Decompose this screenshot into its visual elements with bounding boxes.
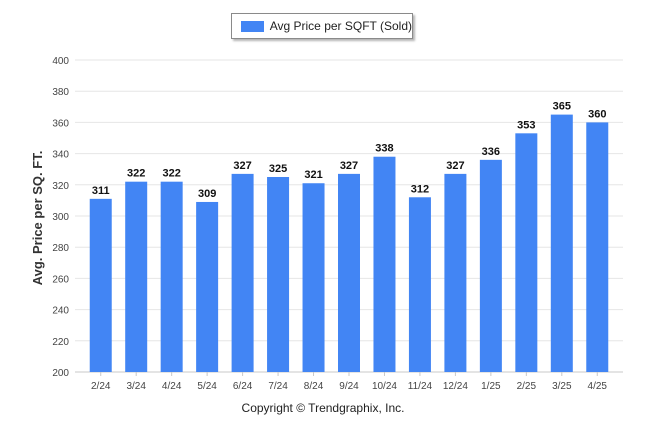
bar xyxy=(338,173,360,372)
x-tick-label: 6/24 xyxy=(233,381,253,392)
x-tick-label: 4/25 xyxy=(588,381,608,392)
data-label: 321 xyxy=(304,169,322,181)
data-label: 322 xyxy=(127,168,145,180)
bar xyxy=(231,173,254,372)
bar xyxy=(373,156,396,372)
bar xyxy=(160,181,183,372)
legend: Avg Price per SQFT (Sold) xyxy=(231,13,413,39)
copyright-footer: Copyright © Trendgraphix, Inc. xyxy=(241,401,405,415)
bar xyxy=(302,183,325,372)
legend-swatch xyxy=(241,20,264,32)
x-tick-label: 1/25 xyxy=(481,381,501,392)
data-labels: 311 322 322 309 327 325 321 327 338 312 327 336 353 3… xyxy=(92,101,607,200)
data-label: 312 xyxy=(411,183,429,195)
bar xyxy=(586,122,609,373)
data-label: 309 xyxy=(198,188,216,200)
data-label: 338 xyxy=(375,143,393,155)
data-label: 360 xyxy=(588,108,606,120)
x-tick-label: 4/24 xyxy=(162,381,182,392)
bar xyxy=(408,197,431,372)
x-axis-ticks: 2/24 3/24 4/24 5/24 6/24 7/24 8/24 9/24 10/24 11/… xyxy=(91,372,607,392)
x-tick-label: 10/24 xyxy=(372,381,397,392)
bars xyxy=(89,114,609,373)
data-label: 322 xyxy=(162,168,180,180)
y-tick-label: 400 xyxy=(52,56,69,67)
bar xyxy=(196,201,219,372)
x-tick-label: 11/24 xyxy=(408,381,433,392)
data-label: 325 xyxy=(269,163,287,175)
y-tick-label: 300 xyxy=(52,212,69,223)
y-tick-label: 320 xyxy=(52,181,69,192)
y-tick-label: 340 xyxy=(52,150,69,161)
bar xyxy=(267,177,290,372)
x-tick-label: 7/24 xyxy=(268,381,288,392)
x-tick-label: 3/24 xyxy=(126,381,146,392)
x-tick-label: 8/24 xyxy=(304,381,324,392)
x-tick-label: 3/25 xyxy=(552,381,572,392)
bar xyxy=(479,159,502,372)
data-label: 327 xyxy=(340,160,358,172)
data-label: 327 xyxy=(446,160,464,172)
y-axis-label: Avg. Price per SQ. FT. xyxy=(30,151,45,286)
y-tick-label: 260 xyxy=(52,274,69,285)
data-label: 327 xyxy=(233,160,251,172)
y-tick-label: 360 xyxy=(52,118,69,129)
legend-label: Avg Price per SQFT (Sold) xyxy=(269,19,412,33)
bar xyxy=(515,133,538,372)
x-tick-label: 12/24 xyxy=(443,381,468,392)
x-tick-label: 5/24 xyxy=(197,381,217,392)
bar xyxy=(550,114,573,372)
x-tick-label: 2/25 xyxy=(517,381,537,392)
data-label: 365 xyxy=(553,101,571,113)
data-label: 353 xyxy=(517,119,535,131)
bar xyxy=(125,181,148,372)
y-tick-label: 280 xyxy=(52,243,69,254)
y-axis-ticks: 200 220 240 260 280 300 320 340 360 380 400 xyxy=(52,56,69,379)
data-label: 336 xyxy=(482,146,500,158)
bar xyxy=(89,198,112,372)
y-tick-label: 240 xyxy=(52,306,69,317)
y-tick-label: 380 xyxy=(52,87,69,98)
bar xyxy=(444,173,467,372)
x-tick-label: 2/24 xyxy=(91,381,111,392)
data-label: 311 xyxy=(92,185,110,197)
y-tick-label: 220 xyxy=(52,337,69,348)
x-tick-label: 9/24 xyxy=(339,381,359,392)
y-tick-label: 200 xyxy=(52,368,69,379)
